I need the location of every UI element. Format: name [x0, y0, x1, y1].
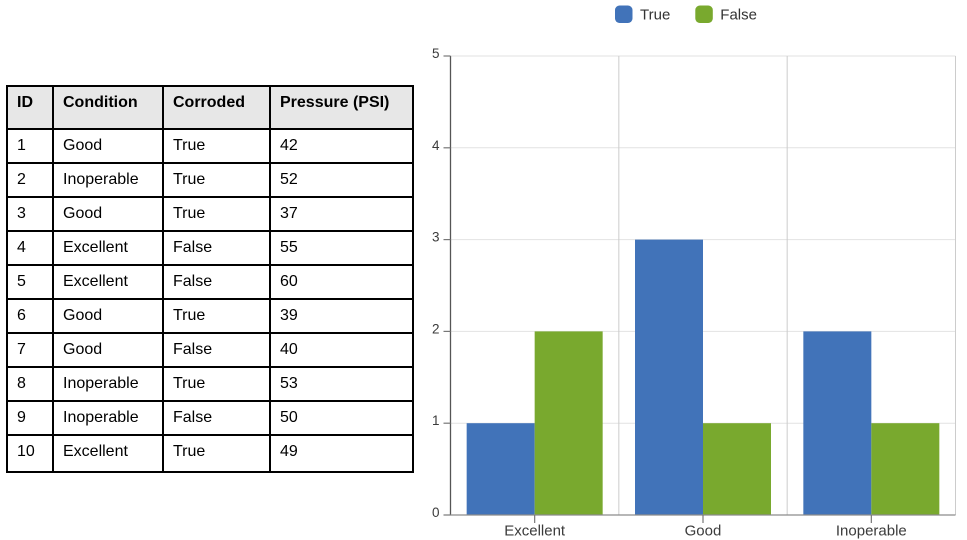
table-cell: 39 — [269, 298, 414, 334]
column-header: Corroded — [162, 85, 271, 130]
x-category-label: Good — [685, 523, 722, 540]
y-tick-label: 2 — [432, 321, 440, 336]
table-cell: Excellent — [52, 230, 164, 266]
y-tick-label: 3 — [432, 230, 440, 245]
table-row: 7 Good False 40 — [6, 332, 414, 368]
table-row: 3 Good True 37 — [6, 196, 414, 232]
table-cell: False — [162, 264, 271, 300]
y-tick-label: 1 — [432, 413, 440, 428]
legend-swatch-true — [615, 5, 633, 23]
table-header: ID Condition Corroded Pressure (PSI) — [6, 85, 414, 130]
bar-false-inoperable — [871, 423, 940, 515]
table-cell: 9 — [6, 400, 54, 436]
table-cell: Good — [52, 196, 164, 232]
table-cell: 4 — [6, 230, 54, 266]
table-cell: Inoperable — [52, 366, 164, 402]
y-tick-label: 4 — [432, 138, 440, 153]
table-cell: 8 — [6, 366, 54, 402]
table-cell: 3 — [6, 196, 54, 232]
x-category-label: Excellent — [504, 523, 566, 540]
table-cell: 5 — [6, 264, 54, 300]
column-header: Pressure (PSI) — [269, 85, 414, 130]
table-cell: Good — [52, 332, 164, 368]
table-row: 2 Inoperable True 52 — [6, 162, 414, 198]
table-row: 1 Good True 42 — [6, 128, 414, 164]
column-header: Condition — [52, 85, 164, 130]
table-cell: 2 — [6, 162, 54, 198]
table-cell: Good — [52, 298, 164, 334]
table-cell: Good — [52, 128, 164, 164]
table-cell: Excellent — [52, 264, 164, 300]
bar-false-good — [703, 423, 771, 515]
table-cell: 42 — [269, 128, 414, 164]
table-header-row: ID Condition Corroded Pressure (PSI) — [6, 85, 414, 130]
x-category-label: Inoperable — [836, 523, 907, 540]
table-cell: True — [162, 128, 271, 164]
bar-true-excellent — [466, 423, 535, 515]
table-cell: 10 — [6, 434, 54, 473]
bar-true-inoperable — [803, 331, 872, 515]
table-cell: 7 — [6, 332, 54, 368]
table-cell: 40 — [269, 332, 414, 368]
table-cell: True — [162, 366, 271, 402]
table-cell: Excellent — [52, 434, 164, 473]
table-row: 5 Excellent False 60 — [6, 264, 414, 300]
table-row: 10 Excellent True 49 — [6, 434, 414, 473]
legend-label: True — [640, 7, 670, 24]
legend-swatch-false — [695, 5, 713, 23]
table-cell: 37 — [269, 196, 414, 232]
table-cell: 55 — [269, 230, 414, 266]
table-cell: 52 — [269, 162, 414, 198]
table-cell: True — [162, 196, 271, 232]
table-cell: 49 — [269, 434, 414, 473]
table-cell: 53 — [269, 366, 414, 402]
column-header: ID — [6, 85, 54, 130]
legend-label: False — [720, 7, 757, 24]
table-body: 1 Good True 42 2 Inoperable True 52 3 Good True 37 4… — [6, 128, 414, 473]
table-cell: False — [162, 230, 271, 266]
table-cell: 50 — [269, 400, 414, 436]
table-row: 8 Inoperable True 53 — [6, 366, 414, 402]
table-cell: True — [162, 162, 271, 198]
table-cell: False — [162, 400, 271, 436]
y-tick-label: 5 — [432, 46, 440, 61]
table-cell: 6 — [6, 298, 54, 334]
pipes-data-table: ID Condition Corroded Pressure (PSI) 1 Good T… — [6, 85, 414, 473]
table-cell: True — [162, 298, 271, 334]
table-cell: Inoperable — [52, 400, 164, 436]
table-row: 4 Excellent False 55 — [6, 230, 414, 266]
bar-false-excellent — [534, 331, 603, 515]
table-cell: Inoperable — [52, 162, 164, 198]
table-row: 9 Inoperable False 50 — [6, 400, 414, 436]
table-cell: True — [162, 434, 271, 473]
y-tick-label: 0 — [432, 505, 440, 520]
table-cell: False — [162, 332, 271, 368]
bar-true-good — [635, 239, 703, 515]
table-row: 6 Good True 39 — [6, 298, 414, 334]
table-cell: 1 — [6, 128, 54, 164]
table-cell: 60 — [269, 264, 414, 300]
